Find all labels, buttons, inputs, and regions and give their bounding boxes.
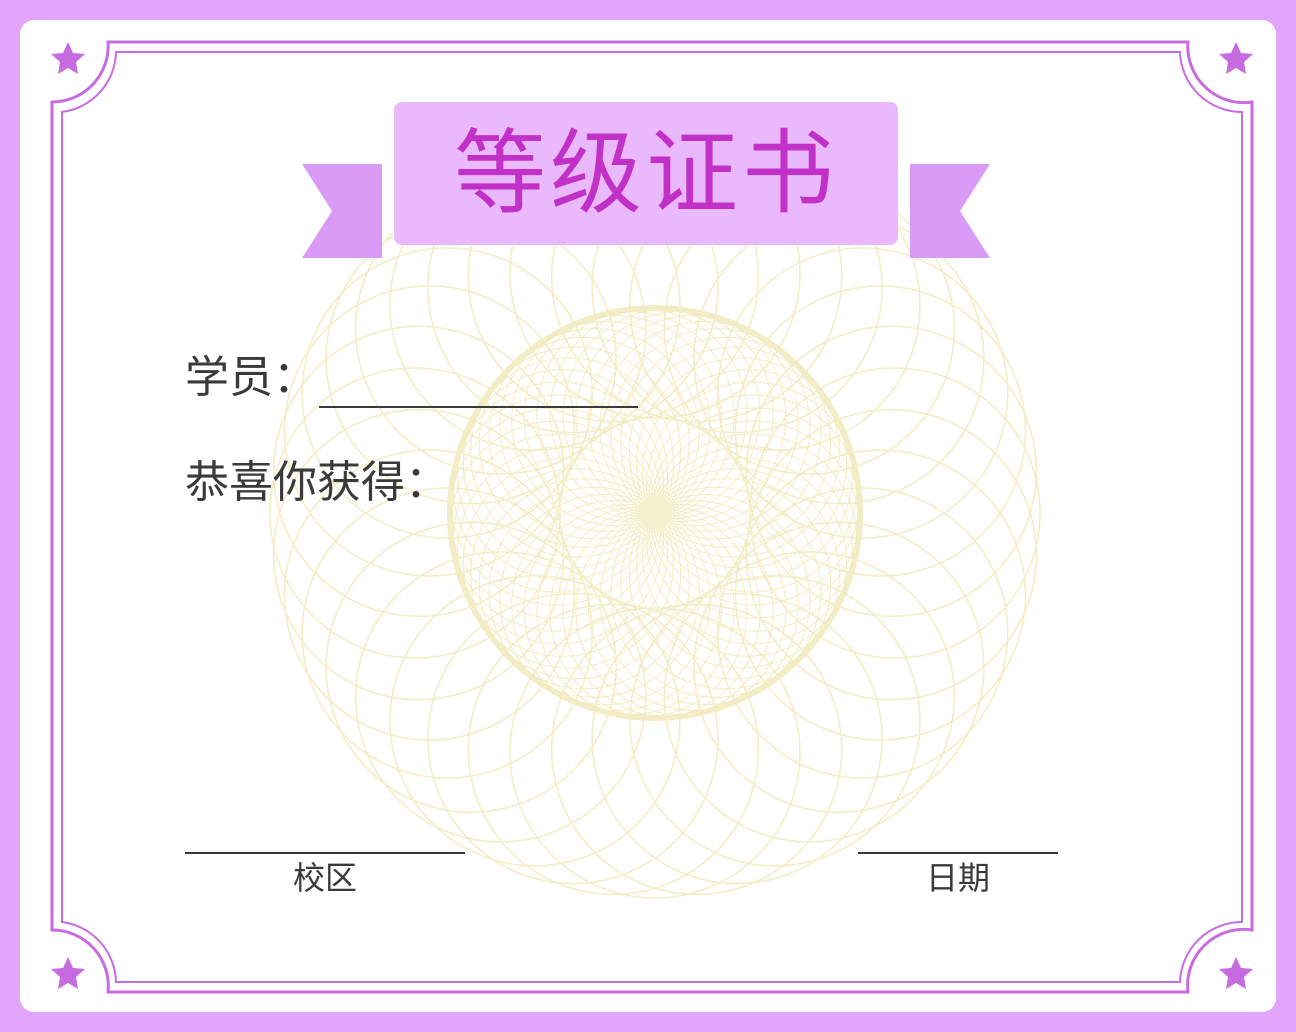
congrats-label: 恭喜你获得： <box>185 457 449 508</box>
date-label: 日期 <box>925 859 990 897</box>
title-banner <box>394 102 898 245</box>
frame-border <box>50 40 1254 994</box>
star-icon <box>1219 42 1253 74</box>
student-label: 学员： <box>185 352 317 403</box>
star-icon <box>1219 957 1253 989</box>
star-icon <box>51 42 85 74</box>
star-icon <box>51 957 85 989</box>
campus-label: 校区 <box>292 859 357 897</box>
corner-stars <box>51 42 1253 989</box>
certificate-title: 等级证书 <box>453 119 838 227</box>
guilloche-watermark <box>269 127 1041 899</box>
ribbon-right <box>910 164 990 258</box>
ribbon-left <box>302 164 382 258</box>
